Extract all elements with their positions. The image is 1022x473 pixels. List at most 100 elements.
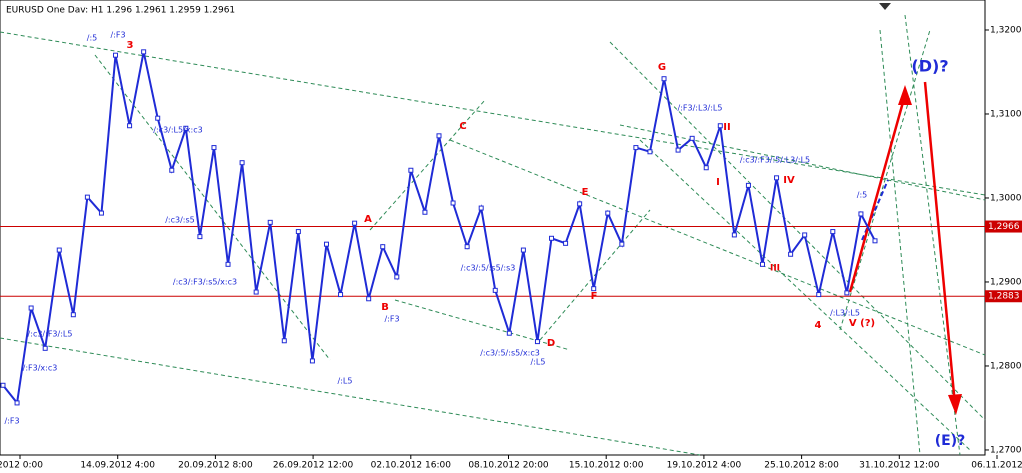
level-box xyxy=(985,290,1022,303)
pivot xyxy=(225,261,231,267)
pivot xyxy=(28,305,34,311)
pivot xyxy=(647,149,653,155)
x-tick-label: 26.09.2012 12:00 xyxy=(273,461,354,471)
pivot xyxy=(169,167,175,173)
wave-label: /:F3/:L3/:L5 xyxy=(678,104,723,113)
level-label: 1,2883 xyxy=(988,292,1020,302)
pivot xyxy=(675,147,681,153)
wave-label: 3 xyxy=(127,40,134,51)
wave-label: I xyxy=(716,177,720,188)
arrow-head xyxy=(948,394,962,415)
arrow-head xyxy=(898,85,912,105)
arrows xyxy=(848,81,957,406)
pivot xyxy=(323,241,329,247)
pivot xyxy=(717,123,723,129)
wave-label: III xyxy=(770,264,780,274)
x-tick-label: 19.10.2012 4:00 xyxy=(667,461,742,471)
x-tick-label: 20.09.2012 8:00 xyxy=(178,461,253,471)
pivot xyxy=(492,287,498,293)
pivot xyxy=(281,338,287,344)
pivot xyxy=(703,165,709,171)
wave-label: /:c3/:5/:s5/:s3 xyxy=(461,264,516,273)
pivot xyxy=(816,292,822,298)
wave-label: IV xyxy=(783,175,795,186)
chart-title: EURUSD One Dav: H1 1.296 1.2961 1.2959 1… xyxy=(6,6,235,16)
wave-label: /:c3/:s5 xyxy=(165,216,195,225)
pivot xyxy=(858,211,864,217)
pivot xyxy=(408,167,414,173)
pivot xyxy=(844,290,850,296)
pivot xyxy=(98,210,104,216)
pivot xyxy=(745,182,751,188)
pivot xyxy=(42,345,48,351)
pivot xyxy=(267,219,273,225)
y-tick-label: 1,2800 xyxy=(990,361,1022,371)
pivot xyxy=(619,241,625,247)
pivot xyxy=(577,201,583,207)
pivot xyxy=(56,247,62,253)
pivot xyxy=(338,292,344,298)
y-tick-label: 1,3100 xyxy=(990,109,1022,119)
pivot xyxy=(183,125,189,131)
pivot xyxy=(422,209,428,215)
pivot xyxy=(436,133,442,139)
wave-label: /:5 xyxy=(87,34,97,43)
x-tick-label: 2012 0:00 xyxy=(0,461,43,471)
wave-label: C xyxy=(459,121,466,132)
pivot xyxy=(549,235,555,241)
wave-label: V (?) xyxy=(849,318,875,329)
wave-label: /:5 xyxy=(857,191,867,200)
pivot xyxy=(506,330,512,336)
x-tick-label: 08.10.2012 20:00 xyxy=(468,461,549,471)
pivot xyxy=(70,312,76,318)
pivot xyxy=(731,232,737,238)
wave-label: (D)? xyxy=(911,57,948,76)
pivot xyxy=(633,145,639,151)
pivot xyxy=(197,234,203,240)
wave-label: /:c3/:F3/:s5/x:c3 xyxy=(173,278,237,287)
wave-label: A xyxy=(364,214,372,225)
pivot xyxy=(788,251,794,257)
pivot xyxy=(872,238,878,244)
wave-label: F xyxy=(591,291,598,302)
y-tick-label: 1,3200 xyxy=(990,25,1022,35)
pivot xyxy=(830,229,836,235)
wave-label: /:L3/:L5 xyxy=(830,309,860,318)
y-tick-label: 1,3000 xyxy=(990,193,1022,203)
pivot xyxy=(352,220,358,226)
pivot xyxy=(366,296,372,302)
wave-label: /:L5 xyxy=(531,358,546,367)
pivot xyxy=(295,229,301,235)
pivot xyxy=(253,289,259,295)
pivot xyxy=(155,115,161,121)
wave-label: /:F3 xyxy=(4,417,19,426)
wave-label: D xyxy=(547,338,555,349)
wave-label: E xyxy=(582,187,589,198)
pivot xyxy=(14,400,20,406)
pivot xyxy=(0,382,6,388)
pivot xyxy=(759,261,765,267)
wave-label: /:F3 xyxy=(110,31,125,40)
pivot xyxy=(774,175,780,181)
level-box xyxy=(985,220,1022,233)
wave-label: /:c3/:F3/:5/:L3/:L5 xyxy=(740,156,810,165)
wave-label: /:F3/x:c3 xyxy=(23,364,58,373)
wave-label: G xyxy=(658,62,666,73)
x-tick-label: 31.10.2012 12:00 xyxy=(859,461,940,471)
pivot xyxy=(661,76,667,82)
pivot xyxy=(239,160,245,166)
pivot xyxy=(478,205,484,211)
pivot xyxy=(534,339,540,345)
y-tick-label: 1,2900 xyxy=(990,277,1022,287)
pivot xyxy=(113,52,119,58)
pivot xyxy=(520,247,526,253)
wave-label: /:c3/:L5/x:c3 xyxy=(153,126,202,135)
wave-label: B xyxy=(381,302,389,313)
pivot xyxy=(450,200,456,206)
pivot xyxy=(689,135,695,141)
wave-label: II xyxy=(723,122,730,133)
marker xyxy=(879,3,891,10)
wave-label: /:L5 xyxy=(338,377,353,386)
pivot xyxy=(605,210,611,216)
pivot xyxy=(211,145,217,151)
